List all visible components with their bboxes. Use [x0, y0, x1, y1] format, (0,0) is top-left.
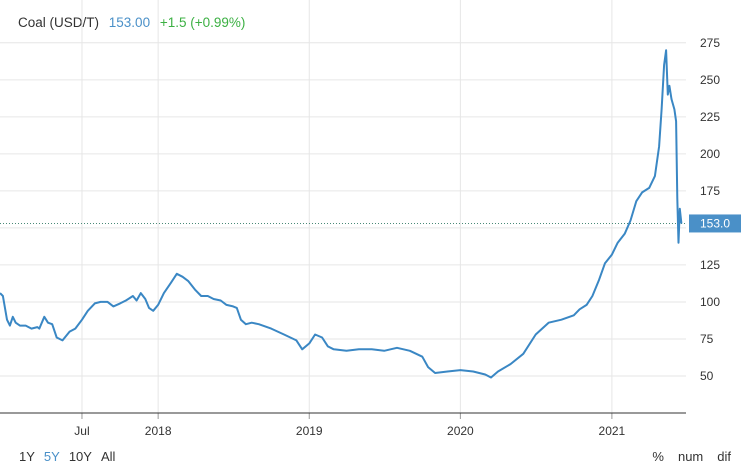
y-tick-label: 50 — [700, 369, 714, 383]
range-button-10y[interactable]: 10Y — [68, 449, 92, 464]
y-tick-label: 100 — [700, 295, 720, 309]
series-line — [0, 49, 683, 379]
mode-button-num[interactable]: num — [677, 449, 704, 464]
display-mode-selector: % num dif — [638, 449, 731, 464]
range-selector: 1Y 5Y 10Y All — [19, 449, 124, 464]
y-tick-label: 200 — [700, 147, 720, 161]
x-tick-label: 2021 — [599, 424, 626, 438]
x-tick-label: Jul — [74, 424, 89, 438]
y-tick-label: 125 — [700, 258, 720, 272]
current-price: 153.00 — [108, 15, 151, 30]
current-value-badge — [689, 214, 741, 233]
x-tick-label: 2019 — [296, 424, 323, 438]
mode-button-percent[interactable]: % — [652, 449, 664, 464]
y-tick-label: 175 — [700, 184, 720, 198]
y-tick-label: 275 — [700, 36, 720, 50]
y-tick-label: 75 — [700, 332, 714, 346]
chart-header: Coal (USD/T) 153.00 +1.5 (+0.99%) — [18, 15, 251, 30]
x-tick-label: 2020 — [447, 424, 474, 438]
y-tick-label: 225 — [700, 110, 720, 124]
current-value-label: 153.0 — [700, 216, 730, 230]
range-button-all[interactable]: All — [100, 449, 116, 464]
instrument-title: Coal (USD/T) — [18, 15, 100, 30]
range-button-1y[interactable]: 1Y — [19, 449, 35, 464]
price-change: +1.5 (+0.99%) — [159, 15, 246, 30]
mode-button-dif[interactable]: dif — [717, 449, 731, 464]
range-button-5y[interactable]: 5Y — [43, 449, 60, 464]
price-chart[interactable]: 5075100125150175200225250275Jul201820192… — [0, 0, 741, 440]
x-tick-label: 2018 — [145, 424, 172, 438]
y-tick-label: 250 — [700, 73, 720, 87]
